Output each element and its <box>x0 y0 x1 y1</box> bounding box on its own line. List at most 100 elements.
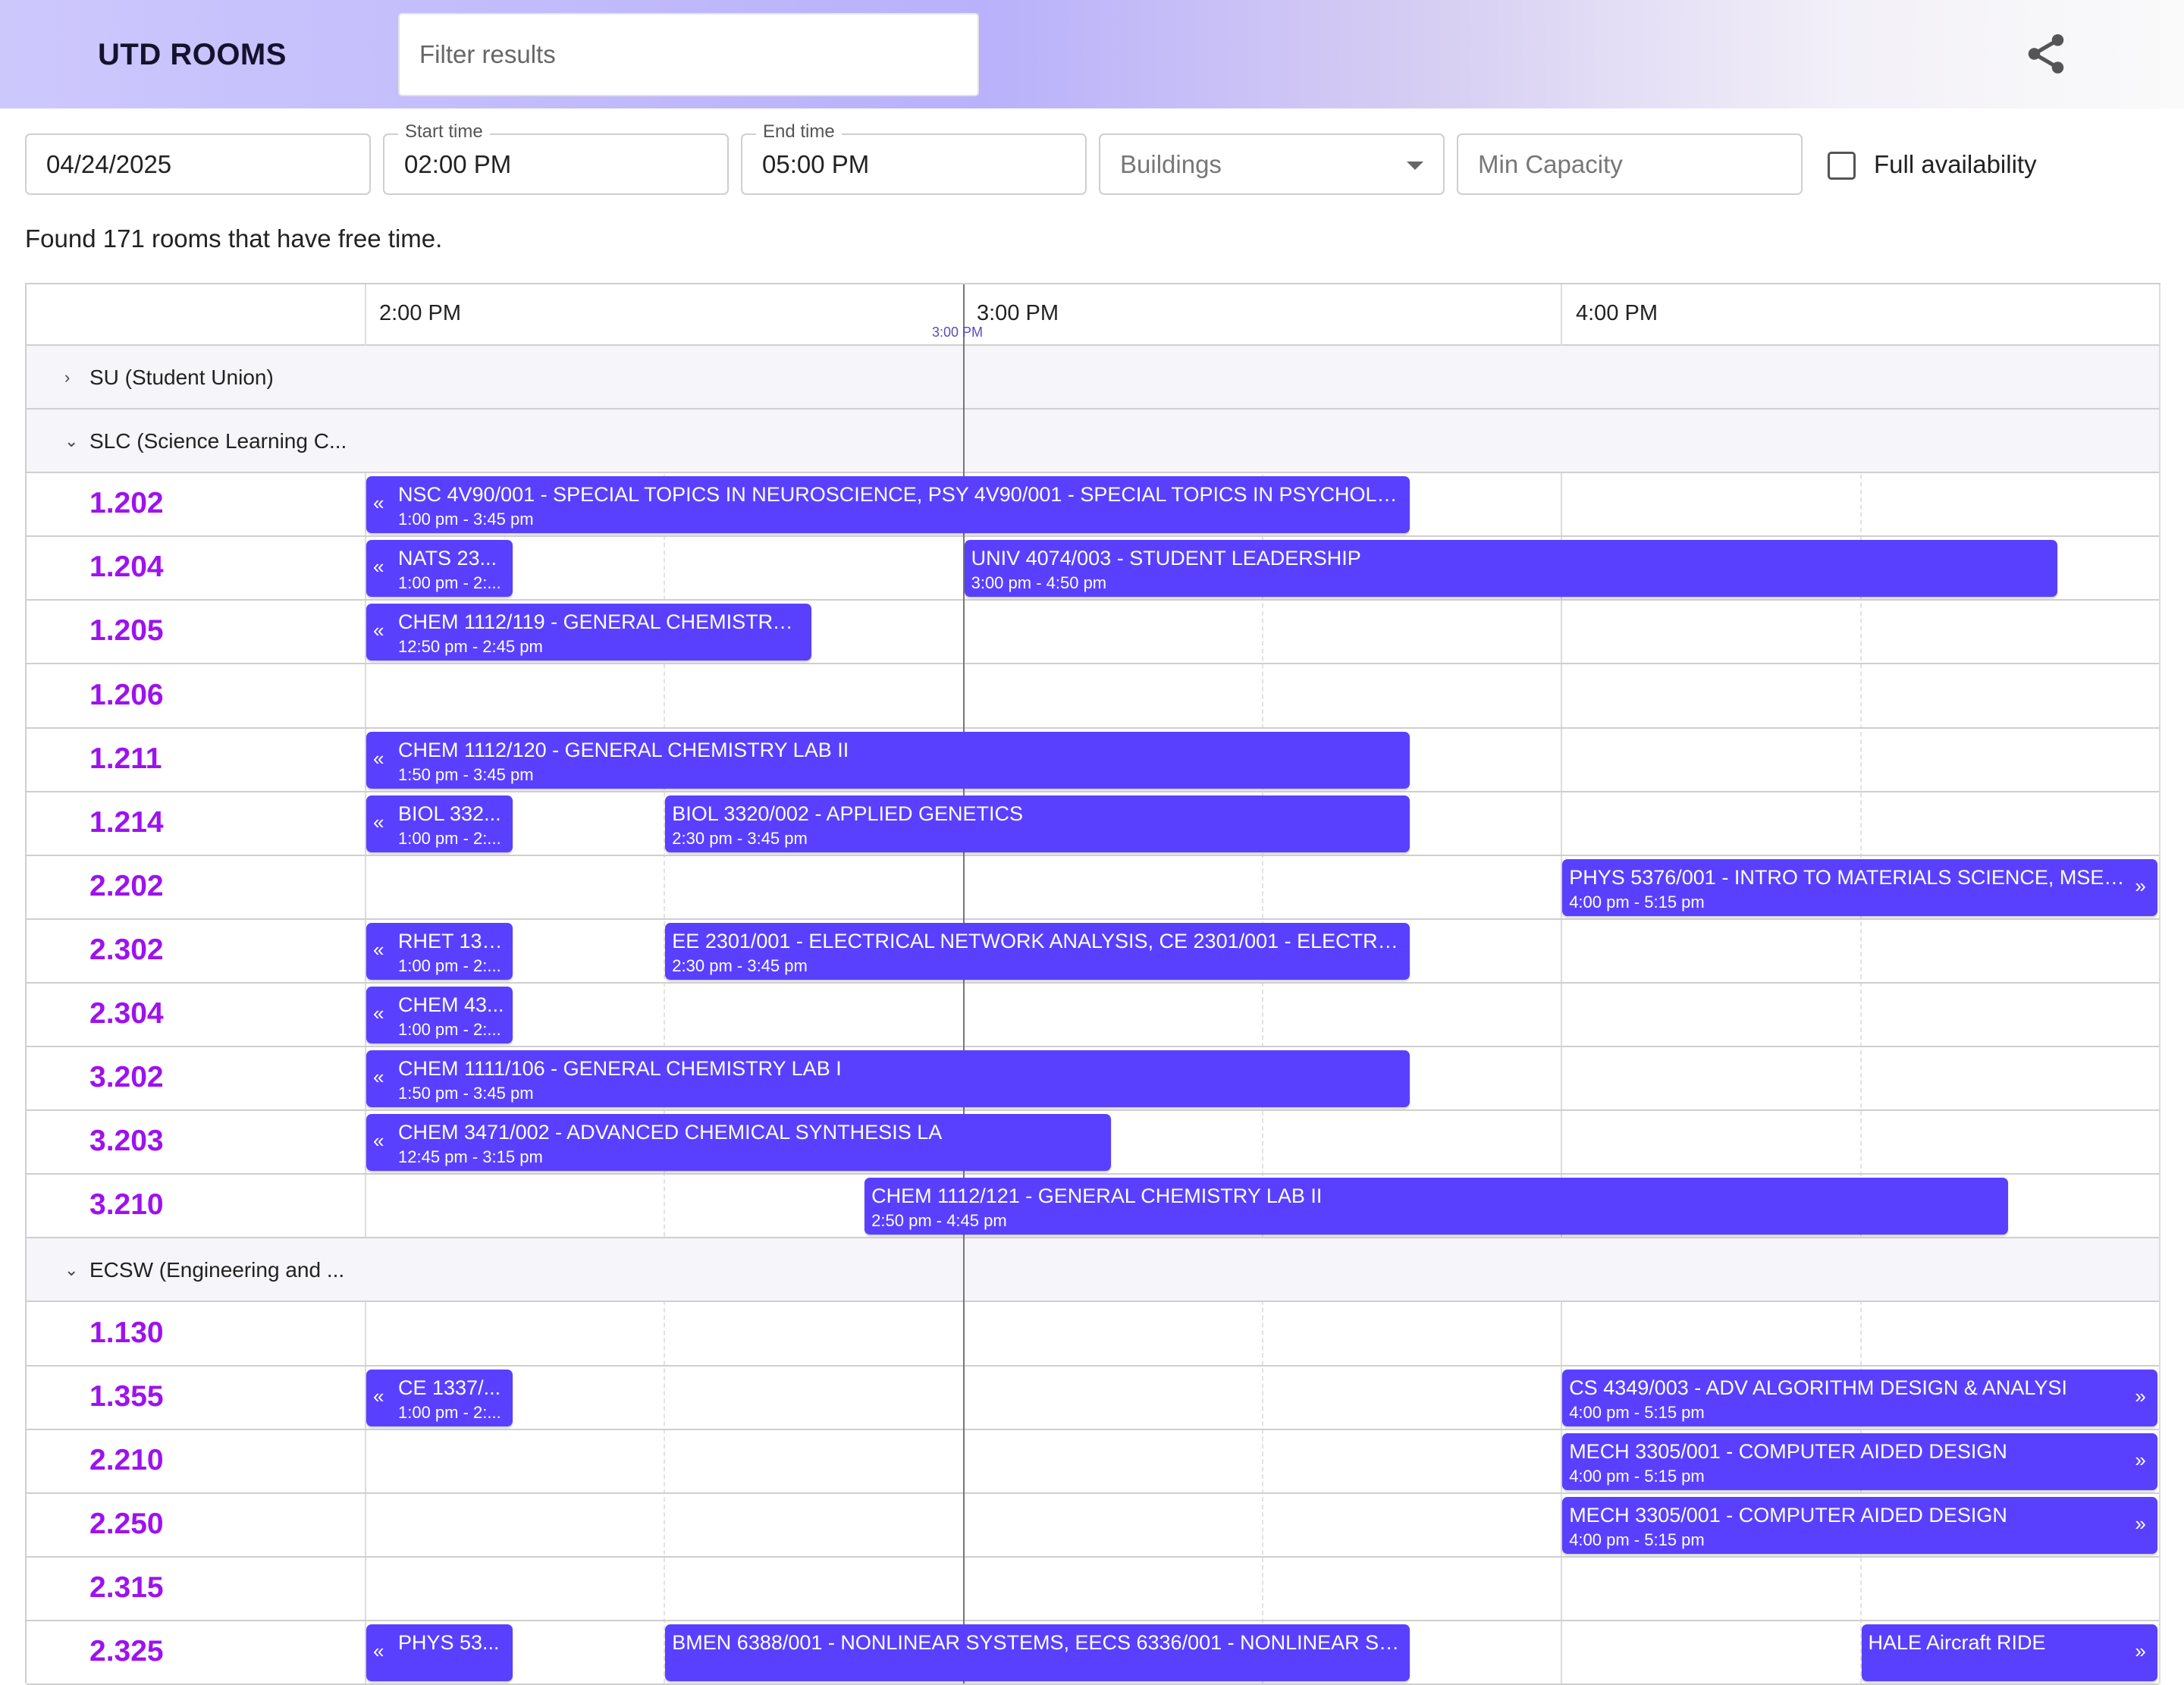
room-name[interactable]: 1.206 <box>89 678 164 711</box>
chevrons-left-icon: « <box>373 1129 384 1153</box>
building-group-row[interactable]: ⌄ ECSW (Engineering and ... <box>27 1238 2159 1303</box>
building-group-toggle[interactable]: ⌄ SLC (Science Learning C... <box>64 429 347 453</box>
hour-label: 4:00 PM <box>1576 301 1658 325</box>
room-name[interactable]: 1.205 <box>89 614 164 648</box>
room-row: 1.130 <box>27 1303 2159 1367</box>
hour-gridline <box>2158 284 2160 1684</box>
room-row: 1.204 « NATS 23... 1:00 pm - 2:... UNIV 4074… <box>27 537 2159 601</box>
event-block[interactable]: BMEN 6388/001 - NONLINEAR SYSTEMS, EECS … <box>665 1624 1410 1681</box>
event-time: 1:00 pm - 2:... <box>398 1020 501 1039</box>
event-block[interactable]: « CHEM 43... 1:00 pm - 2:... <box>366 987 513 1043</box>
end-time-field[interactable]: End time 05:00 PM <box>741 121 1087 195</box>
room-row: 1.205 « CHEM 1112/119 - GENERAL CHEMISTRY … <box>27 601 2159 665</box>
room-name[interactable]: 2.315 <box>89 1570 164 1604</box>
chevron-right-icon: › <box>64 368 71 387</box>
filter-placeholder: Filter results <box>419 40 556 68</box>
room-name[interactable]: 1.204 <box>89 551 164 584</box>
event-title: HALE Aircraft RIDE <box>1868 1631 2046 1654</box>
room-name[interactable]: 2.325 <box>89 1635 164 1668</box>
room-name[interactable]: 3.210 <box>89 1188 164 1222</box>
event-block[interactable]: « BIOL 332... 1:00 pm - 2:... <box>366 795 513 852</box>
min-capacity-input[interactable]: Min Capacity <box>1457 133 1803 195</box>
room-row: 3.210 CHEM 1112/121 - GENERAL CHEMISTRY L… <box>27 1175 2159 1239</box>
event-block[interactable]: « NATS 23... 1:00 pm - 2:... <box>366 540 513 598</box>
chevron-down-icon: ⌄ <box>64 431 79 451</box>
room-name[interactable]: 1.211 <box>89 742 162 775</box>
event-title: CHEM 1112/121 - GENERAL CHEMISTRY LAB II <box>871 1185 1323 1208</box>
dropdown-caret-icon <box>1407 162 1423 170</box>
chevrons-right-icon: » <box>2135 874 2146 897</box>
event-time: 4:00 pm - 5:15 pm <box>1569 1466 1705 1486</box>
event-title: RHET 130... <box>398 929 505 952</box>
building-group-row[interactable]: › SU (Student Union) <box>27 346 2159 409</box>
chevrons-left-icon: « <box>373 1640 384 1662</box>
room-name[interactable]: 1.130 <box>89 1316 164 1349</box>
timeline-grid: 2:00 PM 3:00 PM 4:00 PM 3:00 PM › SU (Stu… <box>25 283 2160 1685</box>
event-block[interactable]: » HALE Aircraft RIDE <box>1861 1624 2157 1681</box>
room-name[interactable]: 3.203 <box>89 1125 164 1158</box>
room-row: 2.250 » MECH 3305/001 - COMPUTER AIDED DES… <box>27 1494 2159 1558</box>
room-row: 1.202 « NSC 4V90/001 - SPECIAL TOPICS IN N… <box>27 473 2159 538</box>
event-time: 1:00 pm - 2:... <box>398 828 501 848</box>
event-block[interactable]: « PHYS 53... <box>366 1624 513 1681</box>
buildings-placeholder: Buildings <box>1120 149 1222 178</box>
room-name[interactable]: 2.304 <box>89 997 164 1030</box>
event-block[interactable]: » PHYS 5376/001 - INTRO TO MATERIALS SCIE… <box>1562 858 2157 916</box>
room-row: 2.304 « CHEM 43... 1:00 pm - 2:... <box>27 984 2159 1047</box>
room-name[interactable]: 3.202 <box>89 1061 164 1094</box>
current-time-label: 3:00 PM <box>932 325 984 340</box>
current-time-line <box>962 284 965 1684</box>
chevrons-left-icon: « <box>373 746 384 770</box>
event-block[interactable]: » CS 4349/003 - ADV ALGORITHM DESIGN & AN… <box>1562 1369 2157 1426</box>
event-block[interactable]: « CHEM 1112/120 - GENERAL CHEMISTRY LAB I… <box>366 731 1410 789</box>
event-block[interactable]: » MECH 3305/001 - COMPUTER AIDED DESIGN 4:… <box>1562 1432 2157 1490</box>
room-name[interactable]: 2.202 <box>89 869 164 902</box>
date-field[interactable]: 04/24/2025 <box>25 133 371 195</box>
event-time: 4:00 pm - 5:15 pm <box>1569 892 1705 912</box>
event-time: 1:50 pm - 3:45 pm <box>398 1084 534 1103</box>
event-title: CHEM 1112/119 - GENERAL CHEMISTRY L... <box>398 610 804 634</box>
event-block[interactable]: « CHEM 1112/119 - GENERAL CHEMISTRY L... 1… <box>366 604 812 661</box>
event-block[interactable]: CHEM 1112/121 - GENERAL CHEMISTRY LAB II… <box>864 1178 2008 1235</box>
start-time-field[interactable]: Start time 02:00 PM <box>383 121 729 195</box>
building-group-row[interactable]: ⌄ SLC (Science Learning C... <box>27 409 2159 474</box>
room-name[interactable]: 2.210 <box>89 1443 164 1476</box>
chevrons-left-icon: « <box>373 491 384 515</box>
room-name[interactable]: 2.302 <box>89 933 164 966</box>
event-block[interactable]: EE 2301/001 - ELECTRICAL NETWORK ANALYSI… <box>665 922 1410 980</box>
event-time: 4:00 pm - 5:15 pm <box>1569 1530 1705 1549</box>
full-availability-checkbox[interactable] <box>1828 152 1856 180</box>
buildings-select[interactable]: Buildings <box>1099 133 1445 195</box>
full-availability-label[interactable]: Full availability <box>1874 150 2037 178</box>
building-group-toggle[interactable]: › SU (Student Union) <box>64 366 274 390</box>
room-row: 3.203 « CHEM 3471/002 - ADVANCED CHEMICAL … <box>27 1111 2159 1175</box>
timeline-header: 2:00 PM 3:00 PM 4:00 PM <box>27 284 2159 346</box>
event-title: NATS 23... <box>398 547 497 570</box>
event-block[interactable]: « NSC 4V90/001 - SPECIAL TOPICS IN NEUROS… <box>366 476 1410 534</box>
room-name[interactable]: 1.202 <box>89 487 164 520</box>
event-block[interactable]: « RHET 130... 1:00 pm - 2:... <box>366 922 513 980</box>
building-group-toggle[interactable]: ⌄ ECSW (Engineering and ... <box>64 1258 344 1282</box>
event-time: 1:00 pm - 2:... <box>398 573 501 593</box>
share-icon[interactable] <box>2022 30 2069 77</box>
event-time: 3:00 pm - 4:50 pm <box>971 573 1107 593</box>
event-title: PHYS 5376/001 - INTRO TO MATERIALS SCIEN… <box>1569 865 2127 889</box>
room-name[interactable]: 1.355 <box>89 1379 164 1413</box>
event-title: PHYS 53... <box>398 1631 500 1654</box>
event-block[interactable]: » MECH 3305/001 - COMPUTER AIDED DESIGN 4:… <box>1562 1496 2157 1554</box>
event-title: BMEN 6388/001 - NONLINEAR SYSTEMS, EECS … <box>672 1631 1402 1654</box>
event-block[interactable]: « CHEM 3471/002 - ADVANCED CHEMICAL SYNTH… <box>366 1114 1111 1172</box>
end-time-value: 05:00 PM <box>762 149 870 178</box>
header: UTD ROOMS Filter results <box>0 0 2184 108</box>
room-name[interactable]: 2.250 <box>89 1507 164 1540</box>
event-block[interactable]: UNIV 4074/003 - STUDENT LEADERSHIP 3:00 p… <box>964 540 2058 598</box>
event-block[interactable]: « CHEM 1111/106 - GENERAL CHEMISTRY LAB I… <box>366 1050 1410 1108</box>
chevrons-left-icon: « <box>373 619 384 642</box>
filter-results-input[interactable]: Filter results <box>398 13 979 96</box>
room-row: 1.206 <box>27 665 2159 729</box>
room-name[interactable]: 1.214 <box>89 805 164 839</box>
event-title: CHEM 1111/106 - GENERAL CHEMISTRY LAB I <box>398 1057 842 1081</box>
event-block[interactable]: « CE 1337/... 1:00 pm - 2:... <box>366 1369 513 1426</box>
event-block[interactable]: BIOL 3320/002 - APPLIED GENETICS 2:30 pm … <box>665 795 1410 852</box>
logo[interactable]: UTD ROOMS <box>98 38 287 71</box>
